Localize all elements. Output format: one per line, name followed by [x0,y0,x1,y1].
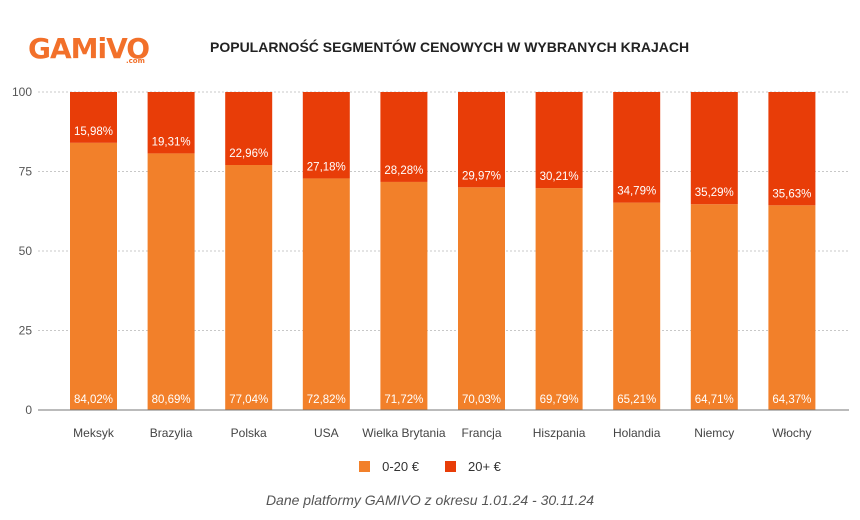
legend-label-high: 20+ € [467,459,501,474]
bar-segment-high [535,92,583,189]
chart-legend: 0-20 € 20+ € [0,459,860,474]
data-label-low: 65,21% [617,394,656,406]
y-tick-label: 25 [19,324,33,338]
x-tick-label: Wielka Brytania [362,426,446,440]
bar-segment-high [380,92,428,182]
bar-segment-high [302,92,350,179]
x-tick-label: Włochy [772,426,811,440]
bar-segment-low [768,205,816,410]
x-tick-label: Francja [461,426,501,440]
legend-swatch-low [359,461,371,472]
bar-segment-low [225,165,273,410]
x-tick-label: Niemcy [694,426,734,440]
x-tick-label: Meksyk [73,426,115,440]
data-label-low: 69,79% [540,394,579,406]
data-label-high: 29,97% [462,170,501,182]
chart-footnote: Dane platformy GAMIVO z okresu 1.01.24 -… [265,492,595,508]
legend-label-low: 0-20 € [382,459,419,474]
data-label-high: 27,18% [307,161,346,173]
bar-segment-low [613,202,661,410]
data-label-low: 64,37% [772,394,811,406]
bar-segment-high [613,92,661,203]
y-tick-label: 50 [19,244,33,258]
bar-segment-high [768,92,816,206]
legend-item-high: 20+ € [444,459,501,474]
data-label-high: 15,98% [74,126,113,138]
chart-title: POPULARNOŚĆ SEGMENTÓW CENOWYCH W WYBRANY… [210,39,690,55]
legend-item-low: 0-20 € [359,459,419,474]
x-tick-label: Hiszpania [533,426,586,440]
data-label-low: 71,72% [384,394,423,406]
bar-segment-low [458,187,505,410]
bar-segment-low [302,178,350,410]
x-tick-label: Holandia [613,426,661,440]
bar-segment-low [690,204,738,410]
x-tick-label: Polska [231,426,267,440]
bar-segment-high [147,92,195,154]
logo-suffix: .com [126,57,145,65]
data-label-high: 28,28% [384,165,423,177]
bar-segment-low [70,142,117,410]
legend-swatch-high [444,461,456,472]
x-tick-label: Brazylia [150,426,193,440]
data-label-high: 30,21% [540,171,579,183]
y-tick-label: 75 [19,165,33,179]
logo-text: GAMiVO [28,32,150,65]
bar-segment-low [380,181,428,410]
data-label-low: 77,04% [229,394,268,406]
data-label-low: 72,82% [307,394,346,406]
data-label-low: 70,03% [462,394,501,406]
gamivo-logo: GAMiVO .com [28,32,150,65]
data-label-low: 84,02% [74,394,113,406]
bar-segment-high [225,92,273,166]
data-label-high: 19,31% [152,136,191,148]
bar-segment-low [535,188,583,410]
data-label-low: 64,71% [695,394,734,406]
data-label-low: 80,69% [152,394,191,406]
data-label-high: 35,63% [772,188,811,200]
y-tick-label: 0 [25,403,32,417]
y-tick-label: 100 [12,85,32,99]
bar-segment-low [147,153,195,410]
x-tick-label: USA [314,426,339,440]
data-label-high: 22,96% [229,148,268,160]
data-label-high: 35,29% [695,187,734,199]
bar-segment-high [690,92,738,205]
bar-segment-high [458,92,505,188]
bar-segment-high [70,92,117,143]
data-label-high: 34,79% [617,186,656,198]
